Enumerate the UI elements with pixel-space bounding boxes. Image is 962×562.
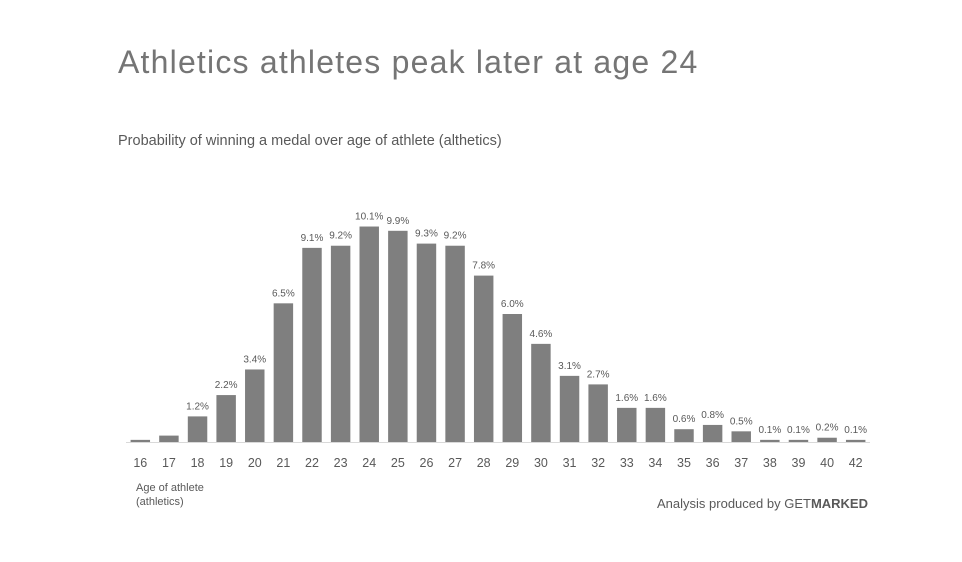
bar-42 — [845, 439, 866, 442]
x-tick-25: 25 — [391, 456, 405, 470]
bar-20 — [245, 369, 265, 442]
x-tick-29: 29 — [505, 456, 519, 470]
value-labels-group: 1.2%2.2%3.4%6.5%9.1% 9.2%10.1% 9.9%9.3% 9.2… — [186, 212, 867, 436]
x-tick-26: 26 — [420, 456, 434, 470]
value-label-34: 1.6% — [644, 393, 667, 404]
bar-32 — [588, 384, 608, 442]
x-tick-37: 37 — [734, 456, 748, 470]
x-tick-33: 33 — [620, 456, 634, 470]
bar-25 — [388, 230, 408, 442]
value-label-35: 0.6% — [673, 414, 696, 425]
bar-26 — [416, 243, 437, 442]
bars-group — [130, 226, 866, 442]
bar-17 — [159, 435, 179, 442]
x-tick-22: 22 — [305, 456, 319, 470]
x-tick-20: 20 — [248, 456, 262, 470]
bar-18 — [187, 416, 208, 442]
value-label-23: 9.2% — [329, 231, 352, 242]
x-tick-38: 38 — [763, 456, 777, 470]
bar-33 — [617, 407, 637, 442]
bar-16 — [130, 439, 151, 442]
value-label-32: 2.7% — [587, 369, 610, 380]
x-tick-labels-group: 16 17 18 19 20 21 22 23 24 25 26 27 28 29 30 31 32 33 34 35… — [133, 456, 862, 470]
credit-brand-marked: MARKED — [810, 496, 868, 511]
x-tick-32: 32 — [591, 456, 605, 470]
x-tick-19: 19 — [219, 456, 233, 470]
bar-34 — [645, 407, 666, 442]
bar-19 — [216, 395, 236, 442]
value-label-20: 3.4% — [243, 354, 266, 365]
x-tick-23: 23 — [334, 456, 348, 470]
analysis-credit: Analysis produced by GETMARKED — [657, 496, 868, 511]
value-label-21: 6.5% — [272, 288, 295, 299]
value-label-36: 0.8% — [701, 410, 724, 421]
x-tick-40: 40 — [820, 456, 834, 470]
chart-subtitle: Probability of winning a medal over age … — [118, 133, 502, 149]
value-label-38: 0.1% — [758, 425, 781, 436]
bar-27 — [445, 245, 465, 442]
x-tick-28: 28 — [477, 456, 491, 470]
x-tick-39: 39 — [792, 456, 806, 470]
value-label-30: 4.6% — [530, 329, 553, 340]
x-tick-16: 16 — [133, 456, 147, 470]
x-tick-24: 24 — [362, 456, 376, 470]
x-axis-label-line-1: Age of athlete — [136, 482, 204, 494]
x-axis-label-line-2: (athletics) — [136, 496, 184, 508]
x-tick-35: 35 — [677, 456, 691, 470]
value-label-31: 3.1% — [558, 361, 581, 372]
value-label-33: 1.6% — [615, 393, 638, 404]
value-label-39: 0.1% — [787, 425, 810, 436]
value-label-29: 6.0% — [501, 299, 524, 310]
x-tick-27: 27 — [448, 456, 462, 470]
x-tick-30: 30 — [534, 456, 548, 470]
value-label-42: 0.1% — [844, 425, 867, 436]
x-tick-42: 42 — [849, 456, 863, 470]
value-label-37: 0.5% — [730, 416, 753, 427]
bar-35 — [674, 429, 694, 442]
x-tick-31: 31 — [563, 456, 577, 470]
bar-22 — [302, 247, 322, 442]
bar-23 — [330, 245, 351, 442]
value-label-26: 9.3% — [415, 229, 438, 240]
bar-37 — [731, 431, 751, 442]
chart-title: Athletics athletes peak later at age 24 — [118, 44, 699, 80]
bar-29 — [502, 314, 523, 442]
bar-21 — [273, 303, 294, 442]
value-label-19: 2.2% — [215, 380, 238, 391]
value-label-28: 7.8% — [472, 261, 495, 272]
value-label-40: 0.2% — [816, 423, 839, 434]
bar-24 — [359, 226, 379, 442]
value-label-27: 9.2% — [444, 231, 467, 242]
x-tick-36: 36 — [706, 456, 720, 470]
x-tick-21: 21 — [276, 456, 290, 470]
value-label-22: 9.1% — [301, 233, 324, 244]
bar-40 — [817, 437, 837, 442]
bar-36 — [702, 424, 723, 442]
bar-31 — [559, 375, 580, 442]
x-tick-18: 18 — [191, 456, 205, 470]
bar-39 — [788, 439, 809, 442]
value-label-25: 9.9% — [386, 216, 409, 227]
value-label-24: 10.1% — [355, 212, 383, 223]
bar-30 — [531, 343, 551, 442]
x-tick-34: 34 — [648, 456, 662, 470]
bar-38 — [760, 439, 780, 442]
x-axis-label: Age of athlete (athletics) — [136, 481, 246, 509]
bar-28 — [473, 275, 494, 442]
x-tick-17: 17 — [162, 456, 176, 470]
credit-prefix: Analysis produced by — [657, 496, 785, 511]
credit-brand-get: GET — [784, 496, 811, 511]
value-label-18: 1.2% — [186, 401, 209, 412]
